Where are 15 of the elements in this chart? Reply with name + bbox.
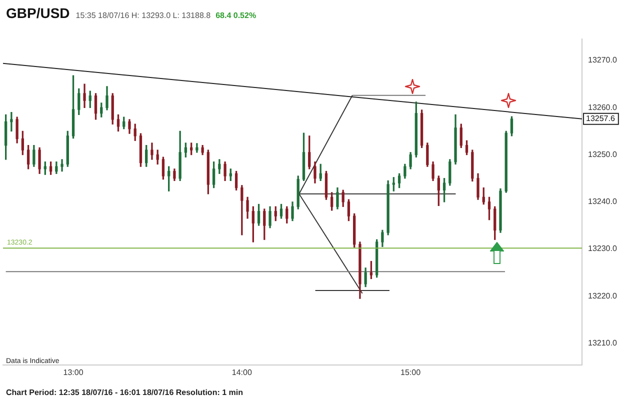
y-tick-label: 13210.0 bbox=[588, 338, 618, 348]
x-tick-label: 15:00 bbox=[400, 368, 422, 378]
y-tick-label: 13260.0 bbox=[588, 102, 618, 112]
text: 68.4 0.52% bbox=[216, 11, 256, 20]
annotation: 13257.6 bbox=[586, 114, 616, 124]
y-tick-label: 13230.0 bbox=[588, 244, 618, 254]
y-tick-label: 13270.0 bbox=[588, 56, 618, 65]
y-tick-label: 13220.0 bbox=[588, 291, 618, 300]
x-tick-label: 13:00 bbox=[63, 368, 84, 378]
y-tick-label: 13240.0 bbox=[588, 197, 618, 206]
text: Chart Period: 12:35 18/07/16 - 16:01 18/07/16 Resolution: 1 min bbox=[6, 388, 243, 397]
x-tick-label: 14:00 bbox=[232, 368, 252, 378]
chart-title: GBP/USD bbox=[6, 5, 70, 21]
y-tick-label: 13250.0 bbox=[588, 150, 618, 159]
chart-subtitle: 15:35 18/07/16 H: 13293.0 L: 13188.8 bbox=[76, 11, 211, 20]
